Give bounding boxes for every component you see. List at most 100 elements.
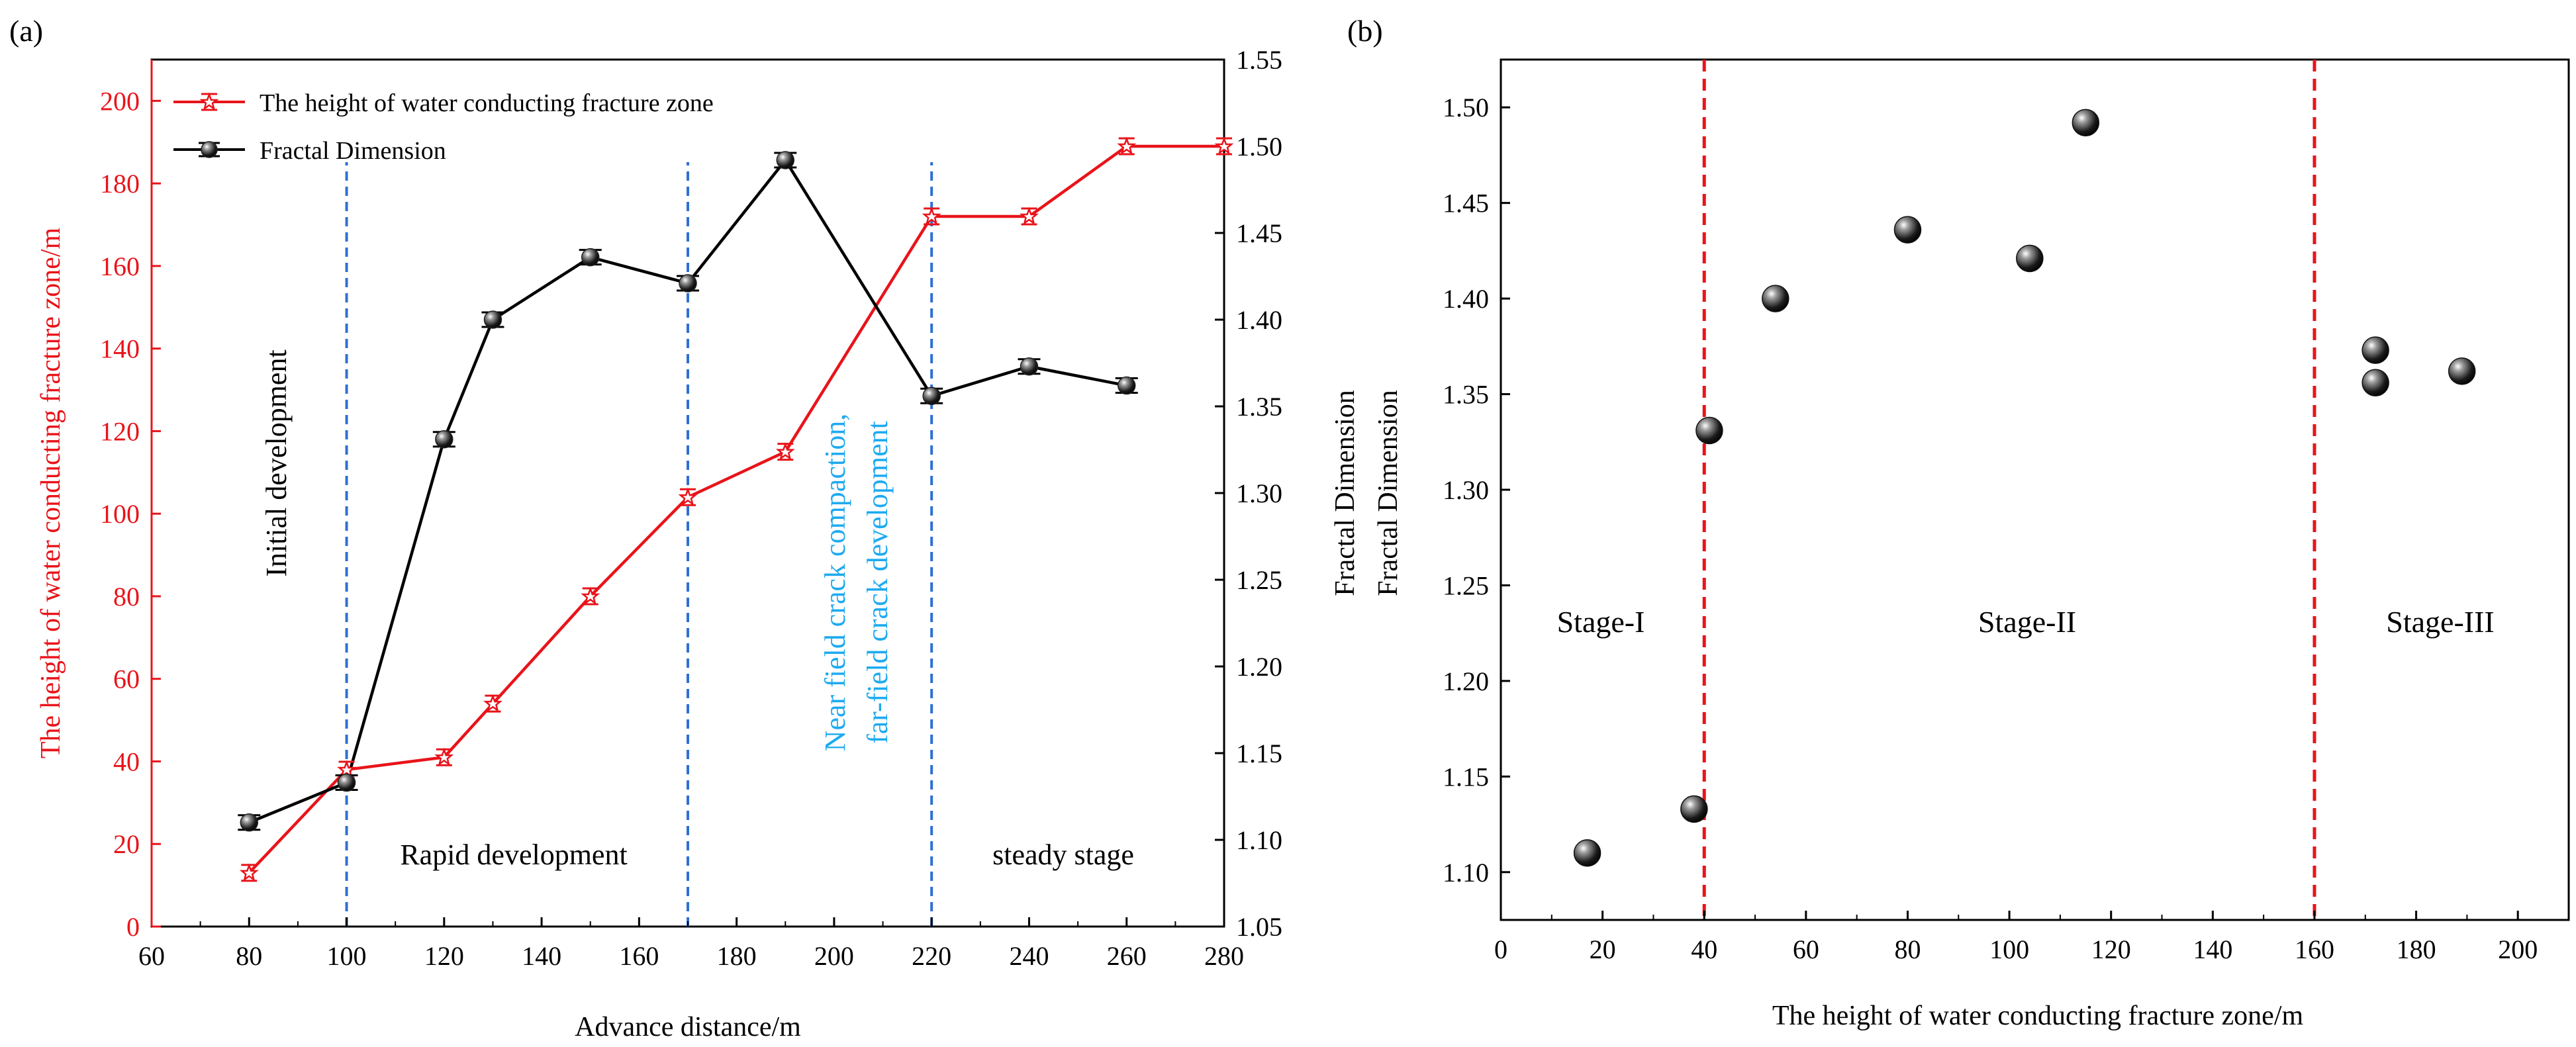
panel-label-b: (b) bbox=[1347, 14, 1383, 48]
x-tick-label-b-9: 180 bbox=[2397, 934, 2436, 964]
marker-height-0 bbox=[239, 863, 259, 882]
x-tick-label-a-2: 100 bbox=[327, 941, 367, 971]
y-left-tick-label-a-7: 140 bbox=[100, 334, 140, 364]
x-tick-label-b-0: 0 bbox=[1494, 934, 1507, 964]
y-right-tick-label-a-9: 1.50 bbox=[1236, 132, 1282, 161]
legend-label-fractal: Fractal Dimension bbox=[260, 137, 446, 165]
y-left-tick-label-a-0: 0 bbox=[126, 912, 140, 942]
annotation-near-field-line2: far-field crack development bbox=[861, 421, 894, 744]
marker-height-9 bbox=[1117, 136, 1137, 156]
y-right-tick-label-a-1: 1.10 bbox=[1236, 825, 1282, 855]
y-right-tick-label-a-4: 1.25 bbox=[1236, 565, 1282, 595]
scatter-point-0 bbox=[1573, 839, 1601, 867]
marker-height-6-star bbox=[775, 442, 795, 461]
y-tick-label-b-5: 1.35 bbox=[1443, 380, 1489, 410]
legend-label-height: The height of water conducting fracture … bbox=[260, 89, 714, 117]
y-right-tick-label-a-6: 1.35 bbox=[1236, 392, 1282, 422]
series-layer-a bbox=[238, 136, 1234, 882]
y-left-tick-label-a-6: 120 bbox=[100, 416, 140, 446]
y-tick-label-b-8: 1.50 bbox=[1443, 93, 1489, 122]
legend-marker-height bbox=[199, 92, 219, 111]
marker-height-4 bbox=[581, 586, 600, 606]
y-left-tick-label-a-8: 160 bbox=[100, 251, 140, 281]
marker-fractal-3-sphere bbox=[483, 310, 502, 329]
x-tick-label-b-10: 200 bbox=[2498, 934, 2538, 964]
x-axis-title-b: The height of water conducting fracture … bbox=[1772, 1001, 2304, 1031]
marker-fractal-9 bbox=[1115, 376, 1138, 395]
y-left-tick-label-a-4: 80 bbox=[113, 582, 140, 612]
annotation-initial-development: Initial development bbox=[260, 349, 293, 576]
y-left-tick-label-a-9: 180 bbox=[100, 169, 140, 199]
marker-height-10 bbox=[1214, 136, 1234, 156]
x-tick-label-a-3: 120 bbox=[424, 941, 464, 971]
panel-a: (a) 60 80 100 120 140 160 180 200 220 240 260 280 0… bbox=[9, 14, 1360, 1042]
marker-fractal-7 bbox=[920, 387, 943, 406]
stage-label-2: Stage-II bbox=[1978, 605, 2076, 639]
marker-fractal-6-sphere bbox=[776, 151, 795, 169]
y-tick-label-b-0: 1.10 bbox=[1443, 858, 1489, 888]
y-tick-label-b-2: 1.20 bbox=[1443, 666, 1489, 696]
y-left-tick-label-a-3: 60 bbox=[113, 664, 140, 694]
y-axis-right-title-a: Fractal Dimension bbox=[1330, 390, 1360, 596]
y-right-tick-label-a-10: 1.55 bbox=[1236, 45, 1282, 75]
scatter-point-8 bbox=[2361, 369, 2389, 396]
series-line-fractal bbox=[248, 158, 1127, 824]
marker-height-5-star bbox=[678, 487, 698, 506]
y-tick-label-b-1: 1.15 bbox=[1443, 762, 1489, 792]
y-axis-b: 1.10 1.15 1.20 1.25 1.30 1.35 1.40 1.45 1.50 bbox=[1443, 93, 1510, 888]
marker-height-3 bbox=[483, 694, 502, 713]
y-axis-title-b: Fractal Dimension bbox=[1373, 390, 1404, 596]
x-tick-label-a-1: 80 bbox=[236, 941, 262, 971]
stage-label-3: Stage-III bbox=[2386, 605, 2494, 639]
y-left-tick-label-a-10: 200 bbox=[100, 86, 140, 116]
x-axis-b: 0 20 40 60 80 100 120 140 160 180 200 bbox=[1494, 911, 2538, 964]
x-tick-label-a-9: 240 bbox=[1009, 941, 1049, 971]
x-tick-label-b-3: 60 bbox=[1793, 934, 1819, 964]
scatter-point-5 bbox=[2016, 244, 2044, 273]
y-axis-left-title-a: The height of water conducting fracture … bbox=[36, 228, 66, 759]
divider-lines-a bbox=[345, 162, 933, 927]
marker-height-1-star bbox=[337, 760, 356, 778]
scatter-point-3 bbox=[1762, 285, 1789, 312]
marker-height-5 bbox=[678, 487, 698, 506]
x-tick-label-b-7: 140 bbox=[2193, 934, 2232, 964]
scatter-point-2 bbox=[1695, 416, 1723, 445]
x-axis-title-a: Advance distance/m bbox=[575, 1012, 801, 1042]
legend-star-icon bbox=[199, 92, 219, 111]
marker-fractal-5-sphere bbox=[679, 274, 697, 293]
x-tick-label-b-8: 160 bbox=[2295, 934, 2334, 964]
y-tick-label-b-4: 1.30 bbox=[1443, 475, 1489, 505]
stage-label-1: Stage-I bbox=[1557, 605, 1645, 639]
marker-fractal-2 bbox=[432, 430, 455, 449]
scatter-point-1 bbox=[1680, 795, 1708, 823]
y-right-tick-label-a-5: 1.30 bbox=[1236, 478, 1282, 508]
scatter-point-4 bbox=[1893, 216, 1922, 244]
annotation-rapid-development: Rapid development bbox=[400, 839, 627, 871]
marker-fractal-0 bbox=[238, 813, 261, 832]
marker-fractal-4-sphere bbox=[581, 248, 600, 267]
x-tick-label-a-5: 160 bbox=[619, 941, 659, 971]
marker-height-7-star bbox=[922, 206, 941, 226]
x-tick-label-a-11: 280 bbox=[1204, 941, 1244, 971]
x-tick-label-a-8: 220 bbox=[912, 941, 951, 971]
marker-fractal-3 bbox=[481, 310, 504, 329]
scatter-point-9 bbox=[2448, 357, 2476, 385]
marker-fractal-8-sphere bbox=[1020, 357, 1039, 376]
panel-label-a: (a) bbox=[9, 14, 43, 48]
marker-height-2 bbox=[434, 747, 454, 766]
marker-fractal-7-sphere bbox=[922, 387, 941, 406]
series-line-height bbox=[248, 144, 1224, 874]
marker-height-3-star bbox=[483, 694, 502, 713]
x-tick-label-a-6: 180 bbox=[717, 941, 757, 971]
x-tick-label-b-6: 120 bbox=[2091, 934, 2131, 964]
x-tick-label-b-5: 100 bbox=[1989, 934, 2029, 964]
y-axis-left-a: 0 20 40 60 80 100 120 140 160 180 200 bbox=[100, 60, 161, 942]
divider-lines-b bbox=[1702, 60, 2316, 920]
y-tick-label-b-6: 1.40 bbox=[1443, 284, 1489, 314]
x-tick-label-a-7: 200 bbox=[814, 941, 854, 971]
marker-fractal-1 bbox=[335, 773, 358, 792]
y-left-tick-label-a-5: 100 bbox=[100, 499, 140, 529]
y-tick-label-b-3: 1.25 bbox=[1443, 570, 1489, 600]
marker-fractal-6 bbox=[774, 151, 797, 169]
